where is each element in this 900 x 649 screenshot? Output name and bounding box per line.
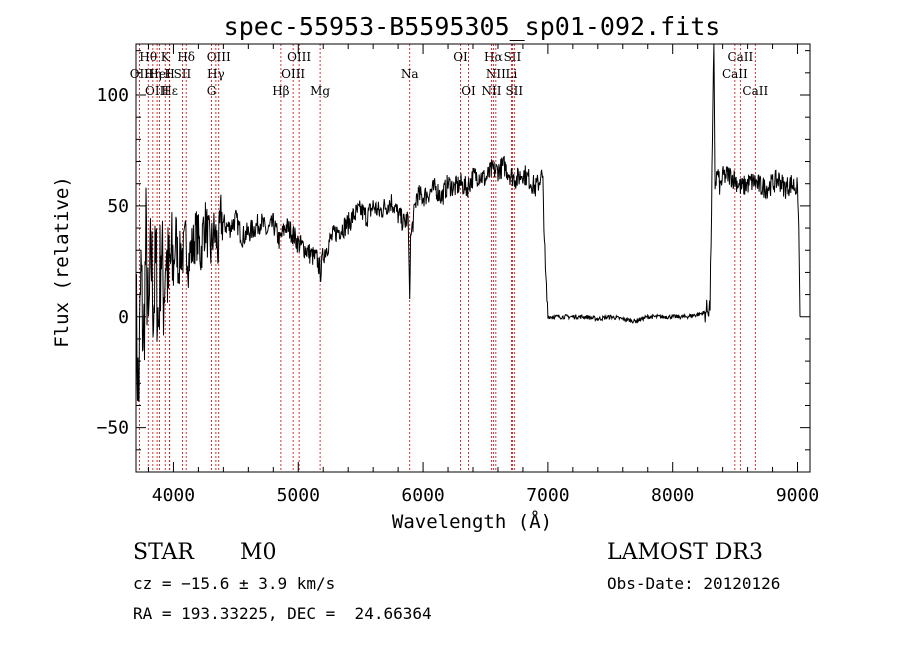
y-tick-label: 0 <box>118 307 129 328</box>
line-label: K <box>161 50 171 64</box>
line-label: CaII <box>742 84 768 98</box>
line-label: SII <box>504 50 522 64</box>
line-label: Na <box>401 67 419 81</box>
x-tick-label: 6000 <box>401 485 444 506</box>
plot-frame <box>135 43 811 473</box>
x-axis-label: Wavelength (Å) <box>392 510 552 533</box>
line-label: OI <box>453 50 468 64</box>
y-tick-label: 50 <box>107 196 129 217</box>
axis-ticks: 4000 5000 6000 7000 8000 9000 −50 0 50 100 <box>96 44 819 506</box>
redshift-cz: cz = −15.6 ± 3.9 km/s <box>133 574 336 593</box>
line-label: NII <box>481 84 501 98</box>
y-tick-label: 100 <box>96 85 129 106</box>
y-axis-label: Flux (relative) <box>51 176 73 348</box>
object-class: STAR <box>133 540 194 565</box>
line-label: Hδ <box>177 50 195 64</box>
line-label: SII <box>505 84 523 98</box>
line-label: H <box>164 67 174 81</box>
line-label: Hη <box>144 67 162 81</box>
line-label: Hε <box>161 84 178 98</box>
line-label: G <box>207 84 217 98</box>
observation-date: Obs-Date: 20120126 <box>607 574 781 593</box>
line-label: Hβ <box>272 84 289 98</box>
line-label: SII <box>174 67 192 81</box>
line-label: OIII <box>287 50 311 64</box>
chart-title: spec-55953-B5595305_sp01-092.fits <box>224 12 721 41</box>
line-label: CaII <box>722 67 748 81</box>
x-tick-label: 7000 <box>526 485 569 506</box>
line-label: OIII <box>145 84 169 98</box>
x-tick-label: 4000 <box>152 485 195 506</box>
x-tick-label: 8000 <box>651 485 694 506</box>
line-label: CaII <box>727 50 753 64</box>
line-label: Hγ <box>207 67 225 81</box>
line-label: Li <box>506 67 518 81</box>
x-tick-label: 5000 <box>277 485 320 506</box>
line-label: NII <box>486 67 506 81</box>
line-label: Hθ <box>139 50 157 64</box>
line-label: OIII <box>207 50 231 64</box>
line-label: Mg <box>310 84 330 98</box>
line-label: Hα <box>484 50 503 64</box>
survey-name: LAMOST DR3 <box>607 540 763 565</box>
line-label: OI <box>461 84 476 98</box>
line-label: HeI <box>148 67 171 81</box>
line-label: OII <box>130 67 150 81</box>
flux-series-line <box>135 43 801 402</box>
line-label: OIII <box>281 67 305 81</box>
x-tick-label: 9000 <box>776 485 819 506</box>
y-tick-label: −50 <box>96 418 129 439</box>
object-subclass: M0 <box>240 540 277 565</box>
coordinates: RA = 193.33225, DEC = 24.66364 <box>133 604 432 623</box>
